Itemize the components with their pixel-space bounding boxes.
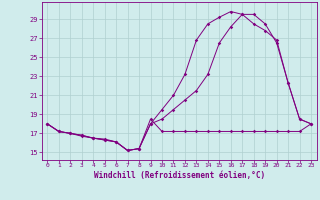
X-axis label: Windchill (Refroidissement éolien,°C): Windchill (Refroidissement éolien,°C) xyxy=(94,171,265,180)
